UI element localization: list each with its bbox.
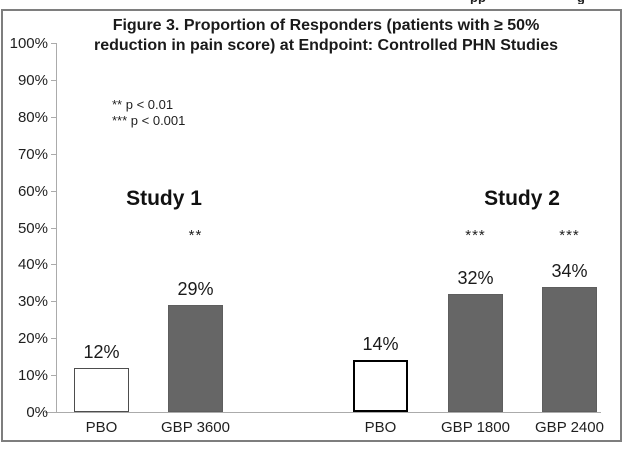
x-axis-category-label: GBP 3600: [161, 419, 230, 436]
y-axis-tick: [51, 264, 57, 266]
significance-marker: **: [188, 227, 203, 244]
x-axis-category-label: PBO: [364, 419, 397, 436]
bar-gbp-3600: [168, 304, 223, 412]
y-axis-tick-label: 90%: [17, 71, 48, 89]
bar-value-label: 29%: [177, 278, 214, 299]
bar-gbp-1800: [448, 293, 503, 412]
y-axis-tick-label: 70%: [17, 145, 48, 163]
y-axis-tick-label: 100%: [9, 35, 48, 52]
group-label-study-2: Study 2: [484, 187, 560, 210]
y-axis-tick-label: 40%: [17, 256, 48, 274]
y-axis-tick-label: 80%: [17, 108, 48, 126]
y-axis-tick: [51, 227, 57, 229]
chart-title-line-2: reduction in pain score) at Endpoint: Co…: [93, 37, 558, 54]
bar-pbo: [74, 367, 129, 412]
pvalue-legend-line-1: ** p < 0.01: [112, 97, 174, 112]
y-axis-tick-label: 30%: [17, 293, 48, 311]
clipped-text-fragment: pp: [470, 0, 492, 4]
y-axis-tick-label: 60%: [17, 182, 48, 200]
bar-value-label: 14%: [362, 334, 399, 355]
y-axis-tick: [51, 43, 57, 44]
y-axis-tick-label: 20%: [17, 330, 48, 348]
y-axis-tick-label: 10%: [17, 367, 48, 385]
clipped-text-fragment: g: [577, 0, 589, 4]
x-axis-category-label: GBP 2400: [535, 419, 604, 436]
significance-marker: ***: [559, 227, 580, 244]
y-axis-tick: [51, 190, 57, 192]
y-axis-tick: [51, 375, 57, 377]
x-axis-category-label: GBP 1800: [441, 419, 510, 436]
y-axis-tick-label: 0%: [26, 404, 48, 421]
significance-marker: ***: [465, 227, 486, 244]
bar-gbp-2400: [542, 286, 597, 412]
bar-pbo: [353, 360, 408, 412]
pvalue-legend-line-2: *** p < 0.001: [112, 113, 186, 128]
y-axis-tick: [51, 338, 57, 340]
chart-title-line-1: Figure 3. Proportion of Responders (pati…: [112, 17, 540, 34]
y-axis-tick: [51, 412, 57, 413]
y-axis-tick: [51, 79, 57, 81]
group-label-study-1: Study 1: [126, 187, 202, 210]
bar-value-label: 32%: [457, 267, 494, 288]
y-axis-tick: [51, 116, 57, 118]
y-axis-tick-label: 50%: [17, 219, 48, 237]
x-axis-category-label: PBO: [85, 419, 118, 436]
bar-value-label: 12%: [83, 341, 120, 362]
y-axis-tick: [51, 153, 57, 155]
y-axis-tick: [51, 301, 57, 303]
bar-value-label: 34%: [551, 260, 588, 281]
x-axis-line: [45, 412, 601, 413]
